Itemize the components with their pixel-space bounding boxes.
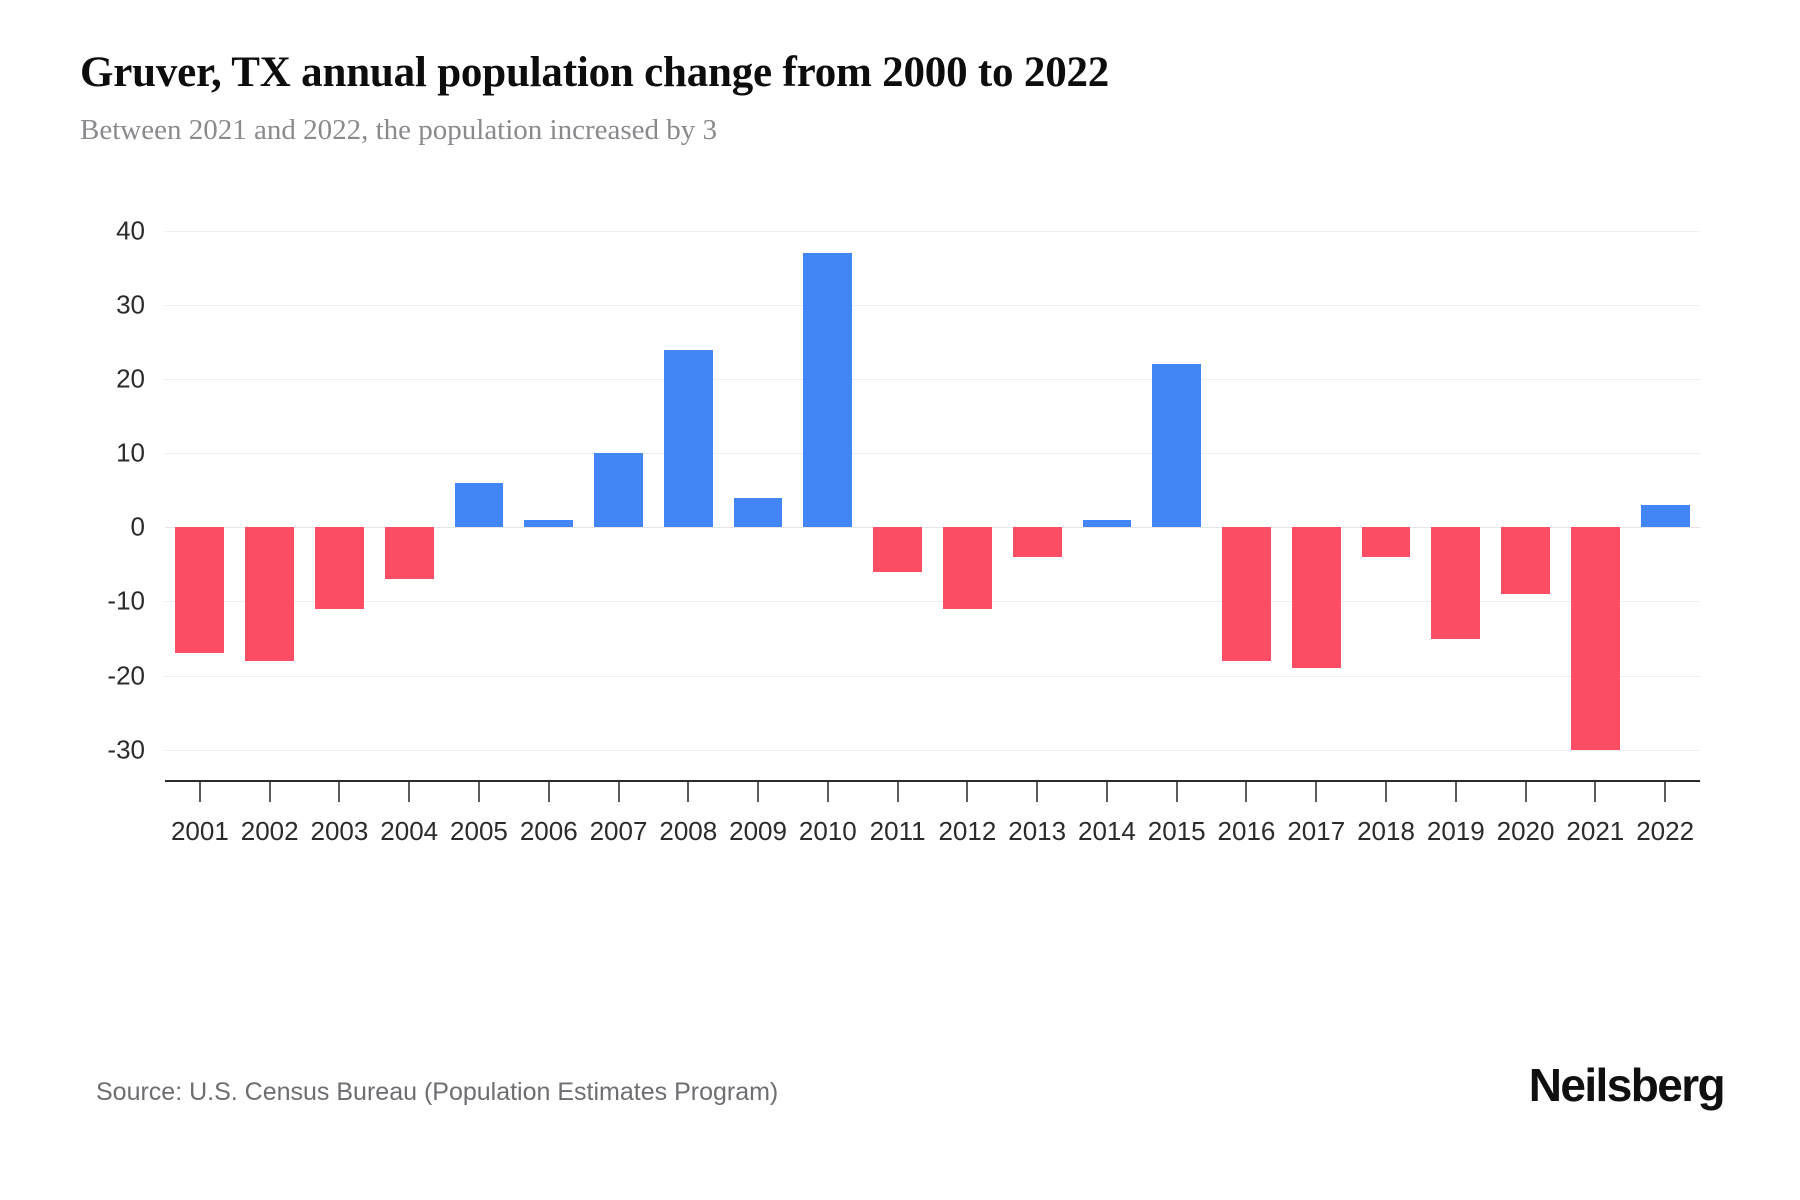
x-axis-tick bbox=[1315, 782, 1318, 802]
x-axis-line bbox=[165, 780, 1700, 782]
x-axis-tick-label: 2008 bbox=[659, 816, 718, 846]
bar-2019[interactable] bbox=[1431, 527, 1481, 639]
page-title: Gruver, TX annual population change from… bbox=[80, 49, 1110, 96]
bar-2015[interactable] bbox=[1152, 364, 1202, 528]
x-axis-tick-label: 2007 bbox=[589, 816, 648, 846]
x-axis-tick bbox=[617, 782, 620, 802]
x-axis-tick-label: 2002 bbox=[240, 816, 299, 846]
x-axis-tick bbox=[477, 782, 480, 802]
y-axis-tick-label: 40 bbox=[116, 215, 145, 246]
x-axis-tick-label: 2003 bbox=[310, 816, 369, 846]
bar-2014[interactable] bbox=[1082, 520, 1132, 528]
x-axis-tick-label: 2009 bbox=[729, 816, 787, 846]
x-axis-tick-label: 2022 bbox=[1636, 816, 1695, 846]
brand-logo: Neilsberg bbox=[1528, 1059, 1726, 1111]
x-axis-tick bbox=[268, 782, 271, 802]
zero-line bbox=[165, 527, 1700, 529]
bar-2018[interactable] bbox=[1361, 527, 1411, 558]
bar-2006[interactable] bbox=[524, 520, 574, 528]
bars-group bbox=[165, 220, 1700, 780]
x-axis-tick-labels: 2001 2002 2003 2004 2005 2006 2007 2008 2009 2010… bbox=[165, 816, 1700, 856]
bar-2010[interactable] bbox=[803, 253, 853, 528]
bar-2004[interactable] bbox=[384, 527, 434, 580]
x-axis-tick bbox=[1245, 782, 1248, 802]
bar-2016[interactable] bbox=[1222, 527, 1271, 661]
y-axis-tick-label: 30 bbox=[116, 289, 145, 320]
x-axis-tick-label: 2019 bbox=[1426, 816, 1485, 846]
bar-2003[interactable] bbox=[315, 527, 364, 609]
x-axis-tick-label: 2014 bbox=[1078, 816, 1136, 846]
bar-2009[interactable] bbox=[733, 497, 783, 528]
x-axis-tick bbox=[338, 782, 341, 802]
gridline bbox=[165, 675, 1700, 677]
x-axis-tick-label: 2006 bbox=[519, 816, 578, 846]
x-axis-tick bbox=[687, 782, 690, 802]
bar-2020[interactable] bbox=[1501, 527, 1550, 595]
bar-2017[interactable] bbox=[1291, 527, 1341, 669]
x-axis-tick bbox=[1594, 782, 1597, 802]
y-axis-tick-label: 0 bbox=[130, 511, 145, 542]
y-axis-tick-label: -20 bbox=[107, 660, 145, 691]
x-axis-tick bbox=[1385, 782, 1388, 802]
gridline bbox=[165, 749, 1700, 751]
chart-plot-area: 40 30 20 10 0 -10 -20 -30 2001 2002 2003 2004 2005 2… bbox=[0, 216, 1800, 860]
gridline bbox=[165, 453, 1700, 455]
x-axis-tick bbox=[1454, 782, 1457, 802]
x-axis-tick bbox=[896, 782, 899, 802]
bar-2005[interactable] bbox=[454, 482, 504, 528]
bar-2007[interactable] bbox=[594, 453, 643, 528]
x-axis-tick-label: 2015 bbox=[1147, 816, 1206, 846]
y-axis-tick-label: -30 bbox=[107, 734, 145, 765]
bar-2022[interactable] bbox=[1640, 505, 1690, 528]
gridline bbox=[165, 379, 1700, 381]
x-axis-tick-label: 2020 bbox=[1496, 816, 1555, 846]
x-axis-tick-label: 2012 bbox=[938, 816, 997, 846]
x-axis-tick bbox=[826, 782, 829, 802]
x-axis-tick-label: 2013 bbox=[1008, 816, 1067, 846]
y-axis-tick-label: 20 bbox=[116, 363, 145, 394]
bar-2002[interactable] bbox=[245, 527, 295, 661]
x-axis-tick-label: 2016 bbox=[1217, 816, 1276, 846]
gridline bbox=[165, 601, 1700, 603]
x-axis-tick-label: 2011 bbox=[869, 816, 926, 846]
source-note: Source: U.S. Census Bureau (Population E… bbox=[96, 1078, 779, 1106]
bar-2001[interactable] bbox=[175, 527, 225, 654]
chart-subtitle: Between 2021 and 2022, the population in… bbox=[80, 113, 718, 146]
x-axis-tick bbox=[1105, 782, 1108, 802]
chart-header: Gruver, TX annual population change from… bbox=[80, 48, 1720, 148]
x-axis-tick bbox=[757, 782, 760, 802]
bar-2011[interactable] bbox=[873, 527, 923, 572]
y-axis-tick-label: 10 bbox=[116, 437, 145, 468]
x-axis-tick bbox=[1524, 782, 1527, 802]
x-axis-tick bbox=[1664, 782, 1667, 802]
x-axis-tick bbox=[547, 782, 550, 802]
y-axis-tick-label: -10 bbox=[107, 585, 145, 616]
x-axis-ticks bbox=[165, 782, 1700, 804]
x-axis-tick-label: 2021 bbox=[1566, 816, 1625, 846]
x-axis-tick bbox=[198, 782, 201, 802]
x-axis-tick-label: 2017 bbox=[1287, 816, 1346, 846]
x-axis-tick bbox=[408, 782, 411, 802]
x-axis-tick bbox=[1175, 782, 1178, 802]
x-axis-tick-label: 2005 bbox=[450, 816, 508, 846]
x-axis-tick-label: 2001 bbox=[170, 816, 229, 846]
x-axis-tick bbox=[966, 782, 969, 802]
x-axis-tick-label: 2018 bbox=[1357, 816, 1415, 846]
gridline bbox=[165, 305, 1700, 307]
x-axis-tick bbox=[1036, 782, 1039, 802]
gridline bbox=[165, 231, 1700, 233]
bar-2012[interactable] bbox=[942, 527, 992, 609]
bar-2021[interactable] bbox=[1570, 527, 1620, 750]
bar-2013[interactable] bbox=[1012, 527, 1062, 558]
bar-2008[interactable] bbox=[663, 349, 713, 528]
plot-inner bbox=[165, 220, 1700, 780]
x-axis-tick-label: 2010 bbox=[798, 816, 857, 846]
x-axis-tick-label: 2004 bbox=[380, 816, 439, 846]
